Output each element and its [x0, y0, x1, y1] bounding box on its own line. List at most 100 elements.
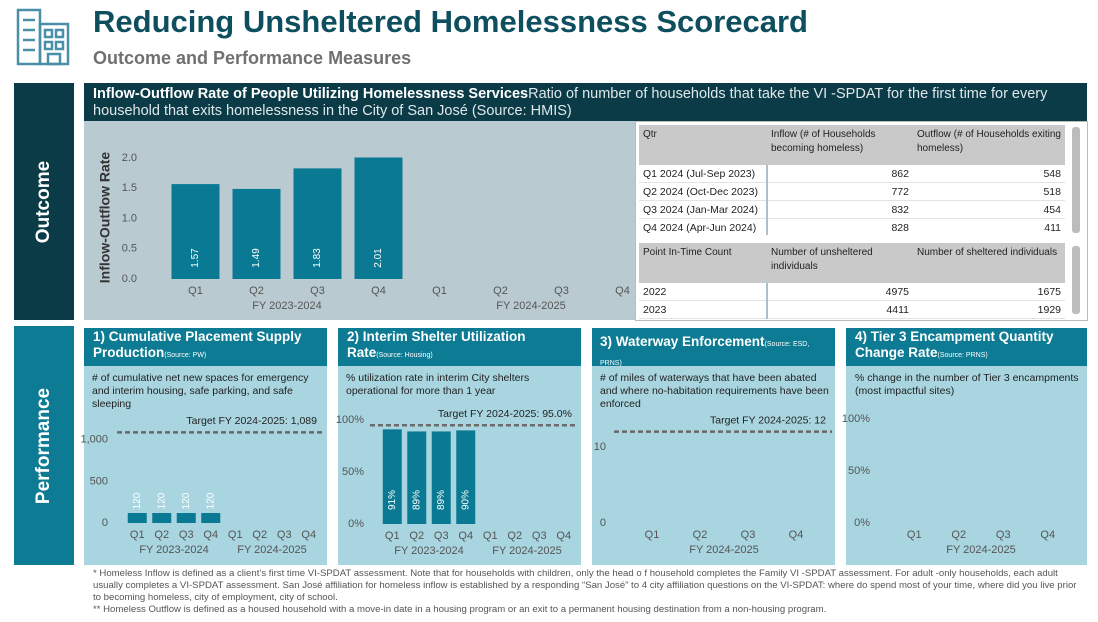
card-body-box: [592, 366, 835, 565]
outcome-description: Ratio of number of households that take …: [93, 86, 1048, 119]
x-group-label: FY 2023-2024: [252, 300, 322, 312]
x-tick-label: Q2: [154, 529, 169, 541]
value-label: 120: [181, 492, 192, 509]
table-row: Q4 2024 (Apr-Jun 2024) 828 411: [639, 218, 1065, 235]
table-row: 2022 4975 1675: [639, 283, 1065, 301]
header-row: Point In-Time Count Number of unsheltered…: [639, 243, 1065, 283]
value-label: 91%: [387, 490, 398, 510]
card-title: 4) Tier 3 Encampment Quantity Change Rat…: [855, 329, 1054, 360]
scrollbar[interactable]: [1072, 246, 1080, 314]
table-cell: Q2 2024 (Oct-Dec 2023): [639, 182, 768, 201]
x-group-label: FY 2024-2025: [492, 545, 562, 557]
footnote: * Homeless Inflow is defined as a client…: [93, 568, 1077, 603]
table-cell: 1675: [913, 283, 1065, 301]
table-row: Q1 2024 (Jul-Sep 2023) 862 548: [639, 165, 1065, 183]
column-header: Number of unsheltered individuals: [767, 243, 913, 283]
scrollbar[interactable]: [1072, 127, 1080, 233]
value-label: 120: [205, 492, 216, 509]
x-tick-label: Q2: [507, 530, 522, 542]
bar: [382, 429, 402, 524]
x-tick-label: Q4: [615, 285, 630, 297]
x-tick-label: Q1: [385, 530, 400, 542]
y-tick-label: 100%: [842, 413, 870, 425]
value-label: 1.83: [312, 248, 323, 268]
x-tick-label: Q2: [252, 529, 267, 541]
card-description: % change in the number of Tier 3 encampm…: [855, 372, 1079, 397]
value-label: 120: [132, 492, 143, 509]
card-title: 3) Waterway Enforcement: [600, 334, 765, 349]
table-row: Q2 2024 (Oct-Dec 2023) 772 518: [639, 182, 1065, 201]
card-header-box: [592, 328, 835, 366]
table-cell: Q4 2024 (Apr-Jun 2024): [639, 218, 768, 235]
card-header: 3) Waterway Enforcement(Source: ESD, PRN…: [600, 334, 828, 372]
table-cell: 454: [913, 200, 1065, 219]
x-tick-label: Q3: [277, 529, 292, 541]
bar: [176, 513, 196, 523]
bar: [201, 513, 221, 523]
x-tick-label: Q1: [188, 285, 203, 297]
x-tick-label: Q1: [483, 530, 498, 542]
page-title: Reducing Unsheltered Homelessness Scorec…: [93, 4, 808, 39]
card-header-box: [846, 328, 1087, 366]
card-header: 2) Interim Shelter Utilization Rate(Sour…: [347, 329, 575, 364]
bar: [152, 513, 172, 523]
table-cell: 828: [767, 218, 913, 235]
card-title: 2) Interim Shelter Utilization Rate: [347, 329, 526, 360]
table-cell: 548: [913, 165, 1065, 183]
footnote: ** Homeless Outflow is defined as a hous…: [93, 604, 827, 615]
x-group-label: FY 2023-2024: [394, 545, 464, 557]
x-tick-label: Q3: [554, 285, 569, 297]
table: Point In-Time Count Number of unsheltered…: [639, 243, 1065, 319]
x-group-label: FY 2024-2025: [496, 300, 566, 312]
y-tick-label: 2.0: [122, 152, 137, 164]
column-header: Number of sheltered individuals: [913, 243, 1065, 283]
value-label: 1.49: [251, 248, 262, 268]
value-label: 1.57: [190, 248, 201, 268]
bar: [171, 184, 220, 279]
outcome-label-box: [14, 83, 74, 320]
table-box: Point In-Time Count Number of unsheltered…: [639, 243, 1067, 319]
y-tick-label: 0%: [348, 518, 364, 530]
tables-panel: Qtr Inflow (# of Households becoming home…: [635, 121, 1088, 321]
card-body-box: [846, 366, 1087, 565]
table-row: 2023 4411 1929: [639, 300, 1065, 319]
table-cell: 4411: [767, 300, 913, 319]
y-tick-label: 0: [102, 517, 108, 529]
x-group-label: FY 2024-2025: [689, 544, 759, 556]
y-tick-label: 1.5: [122, 182, 137, 194]
x-tick-label: Q1: [228, 529, 243, 541]
y-tick-label: 1.0: [122, 212, 137, 224]
x-tick-label: Q2: [693, 529, 708, 541]
table-cell: 1929: [913, 300, 1065, 319]
column-header[interactable]: Outflow (# of Households exiting homeles…: [913, 125, 1065, 165]
value-label: 120: [156, 492, 167, 509]
x-tick-label: Q4: [371, 285, 386, 297]
y-tick-label: 500: [90, 475, 108, 487]
x-group-label: FY 2024-2025: [946, 544, 1016, 556]
x-group-label: FY 2023-2024: [139, 544, 209, 556]
x-tick-label: Q3: [310, 285, 325, 297]
column-header[interactable]: Inflow (# of Households becoming homeles…: [767, 125, 913, 165]
header-row: Qtr Inflow (# of Households becoming home…: [639, 125, 1065, 165]
x-tick-label: Q1: [130, 529, 145, 541]
column-header[interactable]: Qtr: [639, 125, 767, 165]
target-label: Target FY 2024-2025: 12: [710, 414, 826, 426]
value-label: 89%: [411, 490, 422, 510]
target-label: Target FY 2024-2025: 1,089: [186, 415, 317, 427]
column-header: Point In-Time Count: [639, 243, 767, 283]
x-tick-label: Q4: [1040, 529, 1055, 541]
x-tick-label: Q4: [458, 530, 473, 542]
x-tick-label: Q4: [556, 530, 571, 542]
outcome-title: Inflow-Outflow Rate of People Utilizing …: [93, 86, 529, 102]
section-label: Performance: [33, 388, 54, 504]
y-tick-label: 0.5: [122, 243, 137, 255]
table-cell: 518: [913, 182, 1065, 201]
y-tick-label: 50%: [848, 465, 870, 477]
table-cell: 772: [767, 182, 913, 201]
y-tick-label: 1,000: [80, 434, 108, 446]
footnotes: * Homeless Inflow is defined as a client…: [93, 568, 1083, 616]
card-source: (Source: PRNS): [937, 352, 988, 359]
card-header-box: [338, 328, 581, 366]
